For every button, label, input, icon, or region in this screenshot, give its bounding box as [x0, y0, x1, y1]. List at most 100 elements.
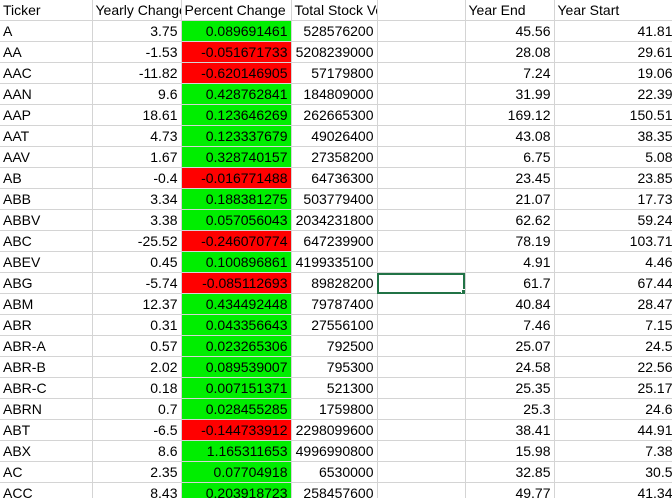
cell-yearly-change[interactable]: 3.38	[92, 209, 182, 231]
cell-total-stock-volume[interactable]: 5208239000	[291, 41, 378, 63]
cell-year-start[interactable]: 25.17	[554, 377, 672, 399]
header-cell-empty[interactable]	[377, 0, 466, 21]
cell-ticker[interactable]: ABX	[0, 440, 93, 462]
cell-year-start[interactable]: 38.35	[554, 125, 672, 147]
cell-year-end[interactable]: 28.08	[465, 41, 555, 63]
header-cell-year-end[interactable]: Year End	[465, 0, 555, 21]
cell-empty[interactable]	[377, 293, 466, 315]
cell-total-stock-volume[interactable]: 64736300	[291, 167, 378, 189]
cell-yearly-change[interactable]: 1.67	[92, 146, 182, 168]
cell-total-stock-volume[interactable]: 4996990800	[291, 440, 378, 462]
cell-total-stock-volume[interactable]: 647239900	[291, 230, 378, 252]
cell-percent-change[interactable]: 1.165311653	[181, 440, 292, 462]
cell-percent-change[interactable]: -0.016771488	[181, 167, 292, 189]
cell-ticker[interactable]: ABR-C	[0, 377, 93, 399]
cell-percent-change[interactable]: 0.057056043	[181, 209, 292, 231]
cell-yearly-change[interactable]: 0.18	[92, 377, 182, 399]
cell-ticker[interactable]: ABT	[0, 419, 93, 441]
cell-ticker[interactable]: ABEV	[0, 251, 93, 273]
cell-empty[interactable]	[377, 314, 466, 336]
cell-total-stock-volume[interactable]: 57179800	[291, 62, 378, 84]
cell-year-start[interactable]: 24.6	[554, 398, 672, 420]
cell-yearly-change[interactable]: 0.7	[92, 398, 182, 420]
cell-yearly-change[interactable]: 18.61	[92, 104, 182, 126]
cell-year-start[interactable]: 30.5	[554, 461, 672, 483]
cell-empty[interactable]	[377, 230, 466, 252]
cell-total-stock-volume[interactable]: 258457600	[291, 482, 378, 498]
cell-ticker[interactable]: AB	[0, 167, 93, 189]
cell-yearly-change[interactable]: 2.35	[92, 461, 182, 483]
cell-year-start[interactable]: 150.51	[554, 104, 672, 126]
cell-total-stock-volume[interactable]: 503779400	[291, 188, 378, 210]
cell-percent-change[interactable]: -0.246070774	[181, 230, 292, 252]
cell-ticker[interactable]: ABB	[0, 188, 93, 210]
cell-empty[interactable]	[377, 20, 466, 42]
cell-ticker[interactable]: ABRN	[0, 398, 93, 420]
cell-empty[interactable]	[377, 62, 466, 84]
cell-year-start[interactable]: 41.34	[554, 482, 672, 498]
cell-year-end[interactable]: 7.24	[465, 62, 555, 84]
cell-yearly-change[interactable]: -6.5	[92, 419, 182, 441]
cell-year-start[interactable]: 22.39	[554, 83, 672, 105]
cell-ticker[interactable]: AA	[0, 41, 93, 63]
header-cell-total-stock-volume[interactable]: Total Stock Volume	[291, 0, 378, 21]
cell-year-start[interactable]: 17.73	[554, 188, 672, 210]
cell-empty[interactable]	[377, 209, 466, 231]
cell-empty[interactable]	[377, 461, 466, 483]
cell-year-start[interactable]: 19.06	[554, 62, 672, 84]
cell-total-stock-volume[interactable]: 49026400	[291, 125, 378, 147]
cell-year-end[interactable]: 49.77	[465, 482, 555, 498]
cell-ticker[interactable]: AAT	[0, 125, 93, 147]
cell-ticker[interactable]: ABG	[0, 272, 93, 294]
cell-yearly-change[interactable]: 12.37	[92, 293, 182, 315]
cell-percent-change[interactable]: 0.007151371	[181, 377, 292, 399]
header-cell-yearly-change[interactable]: Yearly Change	[92, 0, 182, 21]
cell-percent-change[interactable]: 0.188381275	[181, 188, 292, 210]
cell-total-stock-volume[interactable]: 27358200	[291, 146, 378, 168]
cell-yearly-change[interactable]: 8.6	[92, 440, 182, 462]
cell-ticker[interactable]: AC	[0, 461, 93, 483]
cell-ticker[interactable]: ABBV	[0, 209, 93, 231]
cell-year-start[interactable]: 67.44	[554, 272, 672, 294]
cell-empty[interactable]	[377, 398, 466, 420]
cell-total-stock-volume[interactable]: 795300	[291, 356, 378, 378]
header-cell-ticker[interactable]: Ticker	[0, 0, 93, 21]
cell-ticker[interactable]: ABM	[0, 293, 93, 315]
cell-yearly-change[interactable]: -1.53	[92, 41, 182, 63]
cell-year-start[interactable]: 41.81	[554, 20, 672, 42]
cell-yearly-change[interactable]: -5.74	[92, 272, 182, 294]
cell-total-stock-volume[interactable]: 6530000	[291, 461, 378, 483]
cell-percent-change[interactable]: -0.144733912	[181, 419, 292, 441]
cell-total-stock-volume[interactable]: 528576200	[291, 20, 378, 42]
cell-year-start[interactable]: 7.38	[554, 440, 672, 462]
cell-year-start[interactable]: 59.24	[554, 209, 672, 231]
cell-year-end[interactable]: 23.45	[465, 167, 555, 189]
cell-year-start[interactable]: 22.56	[554, 356, 672, 378]
cell-total-stock-volume[interactable]: 521300	[291, 377, 378, 399]
cell-year-start[interactable]: 7.15	[554, 314, 672, 336]
cell-percent-change[interactable]: 0.028455285	[181, 398, 292, 420]
cell-total-stock-volume[interactable]: 4199335100	[291, 251, 378, 273]
cell-ticker[interactable]: AAC	[0, 62, 93, 84]
cell-year-end[interactable]: 25.07	[465, 335, 555, 357]
cell-total-stock-volume[interactable]: 79787400	[291, 293, 378, 315]
cell-percent-change[interactable]: -0.620146905	[181, 62, 292, 84]
cell-year-end[interactable]: 25.35	[465, 377, 555, 399]
fill-handle[interactable]	[460, 289, 464, 293]
header-cell-year-start[interactable]: Year Start	[554, 0, 672, 21]
cell-total-stock-volume[interactable]: 184809000	[291, 83, 378, 105]
cell-percent-change[interactable]: 0.089539007	[181, 356, 292, 378]
cell-percent-change[interactable]: 0.043356643	[181, 314, 292, 336]
cell-year-end[interactable]: 4.91	[465, 251, 555, 273]
cell-year-end[interactable]: 45.56	[465, 20, 555, 42]
cell-percent-change[interactable]: 0.123337679	[181, 125, 292, 147]
cell-yearly-change[interactable]: 2.02	[92, 356, 182, 378]
cell-percent-change[interactable]: 0.123646269	[181, 104, 292, 126]
cell-yearly-change[interactable]: 3.34	[92, 188, 182, 210]
cell-total-stock-volume[interactable]: 262665300	[291, 104, 378, 126]
cell-ticker[interactable]: ABR	[0, 314, 93, 336]
cell-year-start[interactable]: 103.71	[554, 230, 672, 252]
cell-yearly-change[interactable]: 0.45	[92, 251, 182, 273]
cell-percent-change[interactable]: -0.051671733	[181, 41, 292, 63]
